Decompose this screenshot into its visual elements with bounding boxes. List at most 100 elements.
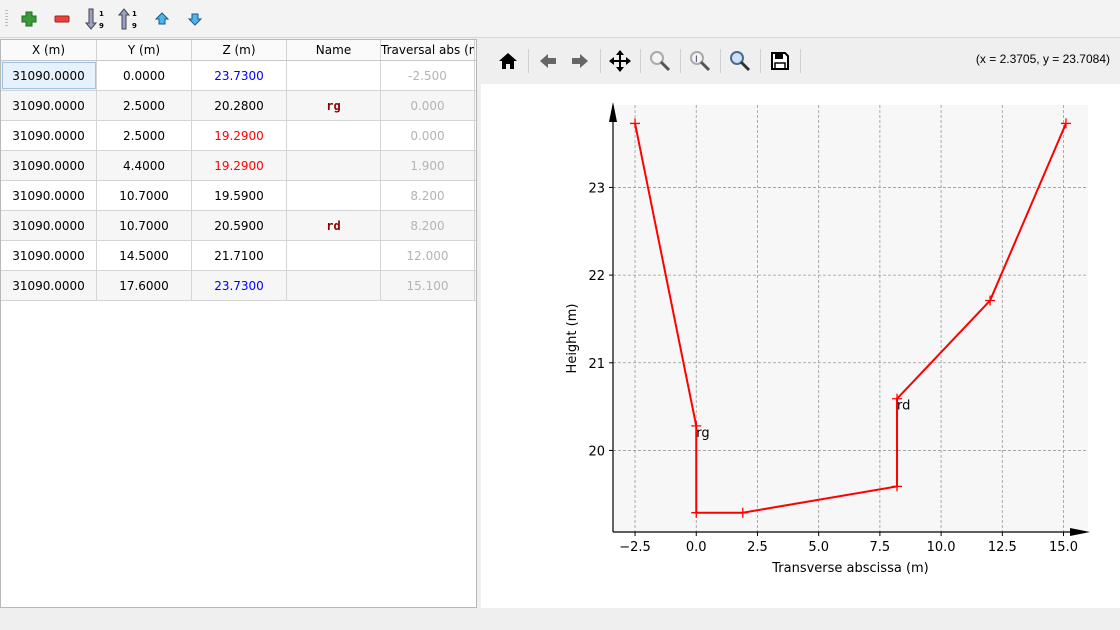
svg-text:9: 9 <box>132 22 137 30</box>
cell-x[interactable]: 31090.0000 <box>1 151 97 180</box>
x-axis-label: Transverse abscissa (m) <box>771 561 929 576</box>
y-tick-label: 23 <box>588 181 605 196</box>
cell-x[interactable]: 31090.0000 <box>1 241 97 270</box>
point-label: rd <box>897 399 910 414</box>
x-tick-label: 2.5 <box>747 540 768 555</box>
plot-toolbar: I (x = 2.3705, y = 23.7084) <box>481 39 1120 83</box>
cell-z[interactable]: 19.5900 <box>192 181 287 210</box>
column-header-z[interactable]: Z (m) <box>192 40 287 60</box>
cell-x[interactable]: 31090.0000 <box>1 181 97 210</box>
cell-traversal[interactable]: 8.200 <box>381 211 475 240</box>
cell-name[interactable] <box>287 121 381 150</box>
cell-y[interactable]: 0.0000 <box>97 61 192 90</box>
add-row-icon[interactable] <box>17 8 41 30</box>
y-axis-label: Height (m) <box>565 304 580 374</box>
cell-name[interactable] <box>287 151 381 180</box>
point-label: rg <box>696 426 709 441</box>
cell-traversal[interactable]: 15.100 <box>381 271 475 300</box>
table-row[interactable]: 31090.0000 4.4000 19.2900 1.900 <box>1 151 476 181</box>
cell-x[interactable]: 31090.0000 <box>1 211 97 240</box>
zoom-icon[interactable] <box>646 47 674 75</box>
cell-name[interactable] <box>287 241 381 270</box>
x-tick-label: 0.0 <box>686 540 707 555</box>
plot-canvas[interactable]: −2.5 0.0 2.5 5.0 7.5 10.0 12.5 15.0 20 21 22 23 rg rd… <box>481 84 1120 608</box>
cell-traversal[interactable]: 0.000 <box>381 121 475 150</box>
cell-y[interactable]: 4.4000 <box>97 151 192 180</box>
cell-y[interactable]: 2.5000 <box>97 91 192 120</box>
column-header-y[interactable]: Y (m) <box>97 40 192 60</box>
table-row[interactable]: 31090.0000 2.5000 19.2900 0.000 <box>1 121 476 151</box>
cell-x[interactable]: 31090.0000 <box>1 121 97 150</box>
profile-chart[interactable]: −2.5 0.0 2.5 5.0 7.5 10.0 12.5 15.0 20 21 22 23 rg rd… <box>481 84 1120 608</box>
y-tick-label: 21 <box>588 357 605 372</box>
cell-traversal[interactable]: -2.500 <box>381 61 475 90</box>
y-tick-label: 20 <box>588 444 605 459</box>
cell-z[interactable]: 19.2900 <box>192 151 287 180</box>
remove-row-icon[interactable] <box>50 8 74 30</box>
cell-name[interactable] <box>287 271 381 300</box>
cell-x[interactable]: 31090.0000 <box>1 271 97 300</box>
zoom-info-icon[interactable]: I <box>686 47 714 75</box>
x-tick-label: 15.0 <box>1049 540 1078 555</box>
column-header-name[interactable]: Name <box>287 40 381 60</box>
cell-traversal[interactable]: 1.900 <box>381 151 475 180</box>
data-point-marker <box>691 420 702 431</box>
save-icon[interactable] <box>766 47 794 75</box>
cell-z[interactable]: 20.2800 <box>192 91 287 120</box>
cell-x[interactable]: 31090.0000 <box>1 91 97 120</box>
column-header-x[interactable]: X (m) <box>1 40 97 60</box>
column-header-traversal[interactable]: Traversal abs (m <box>381 40 475 60</box>
table-row[interactable]: 31090.0000 14.5000 21.7100 12.000 <box>1 241 476 271</box>
cell-z[interactable]: 19.2900 <box>192 121 287 150</box>
move-down-icon[interactable] <box>183 8 207 30</box>
home-icon[interactable] <box>494 47 522 75</box>
pan-icon[interactable] <box>606 47 634 75</box>
cell-x[interactable]: 31090.0000 <box>1 61 97 90</box>
cell-traversal[interactable]: 8.200 <box>381 181 475 210</box>
data-point-marker <box>630 118 641 129</box>
cell-traversal[interactable]: 12.000 <box>381 241 475 270</box>
cell-traversal[interactable]: 0.000 <box>381 91 475 120</box>
svg-text:1: 1 <box>99 10 104 18</box>
cell-name[interactable]: rg <box>287 91 381 120</box>
cell-y[interactable]: 2.5000 <box>97 121 192 150</box>
zoom-fit-icon[interactable] <box>726 47 754 75</box>
cell-y[interactable]: 17.6000 <box>97 271 192 300</box>
cell-name[interactable] <box>287 181 381 210</box>
plot-background <box>613 105 1088 532</box>
table-row[interactable]: 31090.0000 2.5000 20.2800 rg 0.000 <box>1 91 476 121</box>
toolbar-grip[interactable] <box>5 10 8 28</box>
data-point-marker <box>892 393 903 404</box>
cell-y[interactable]: 10.7000 <box>97 211 192 240</box>
table-row[interactable]: 31090.0000 17.6000 23.7300 15.100 <box>1 271 476 301</box>
cell-name[interactable]: rd <box>287 211 381 240</box>
cell-name[interactable] <box>287 61 381 90</box>
x-tick-label: 7.5 <box>870 540 891 555</box>
move-up-icon[interactable] <box>150 8 174 30</box>
profile-line <box>634 123 1067 514</box>
table-row[interactable]: 31090.0000 10.7000 19.5900 8.200 <box>1 181 476 211</box>
forward-arrow-icon[interactable] <box>566 47 594 75</box>
data-point-marker <box>892 481 903 492</box>
back-arrow-icon[interactable] <box>534 47 562 75</box>
cell-z[interactable]: 23.7300 <box>192 271 287 300</box>
x-tick-label: 5.0 <box>808 540 829 555</box>
cell-z[interactable]: 21.7100 <box>192 241 287 270</box>
data-point-marker <box>1060 118 1071 129</box>
table-row[interactable]: 31090.0000 0.0000 23.7300 -2.500 <box>1 61 476 91</box>
points-table[interactable]: X (m) Y (m) Z (m) Name Traversal abs (m … <box>0 39 477 608</box>
status-bar <box>0 608 1120 630</box>
y-axis-arrow <box>609 102 617 122</box>
x-axis-arrow <box>1070 528 1090 536</box>
cell-z[interactable]: 20.5900 <box>192 211 287 240</box>
cell-y[interactable]: 14.5000 <box>97 241 192 270</box>
data-point-marker <box>737 507 748 518</box>
table-row[interactable]: 31090.0000 10.7000 20.5900 rd 8.200 <box>1 211 476 241</box>
cell-y[interactable]: 10.7000 <box>97 181 192 210</box>
svg-text:9: 9 <box>99 22 104 30</box>
y-tick-label: 22 <box>588 269 605 284</box>
cell-z[interactable]: 23.7300 <box>192 61 287 90</box>
